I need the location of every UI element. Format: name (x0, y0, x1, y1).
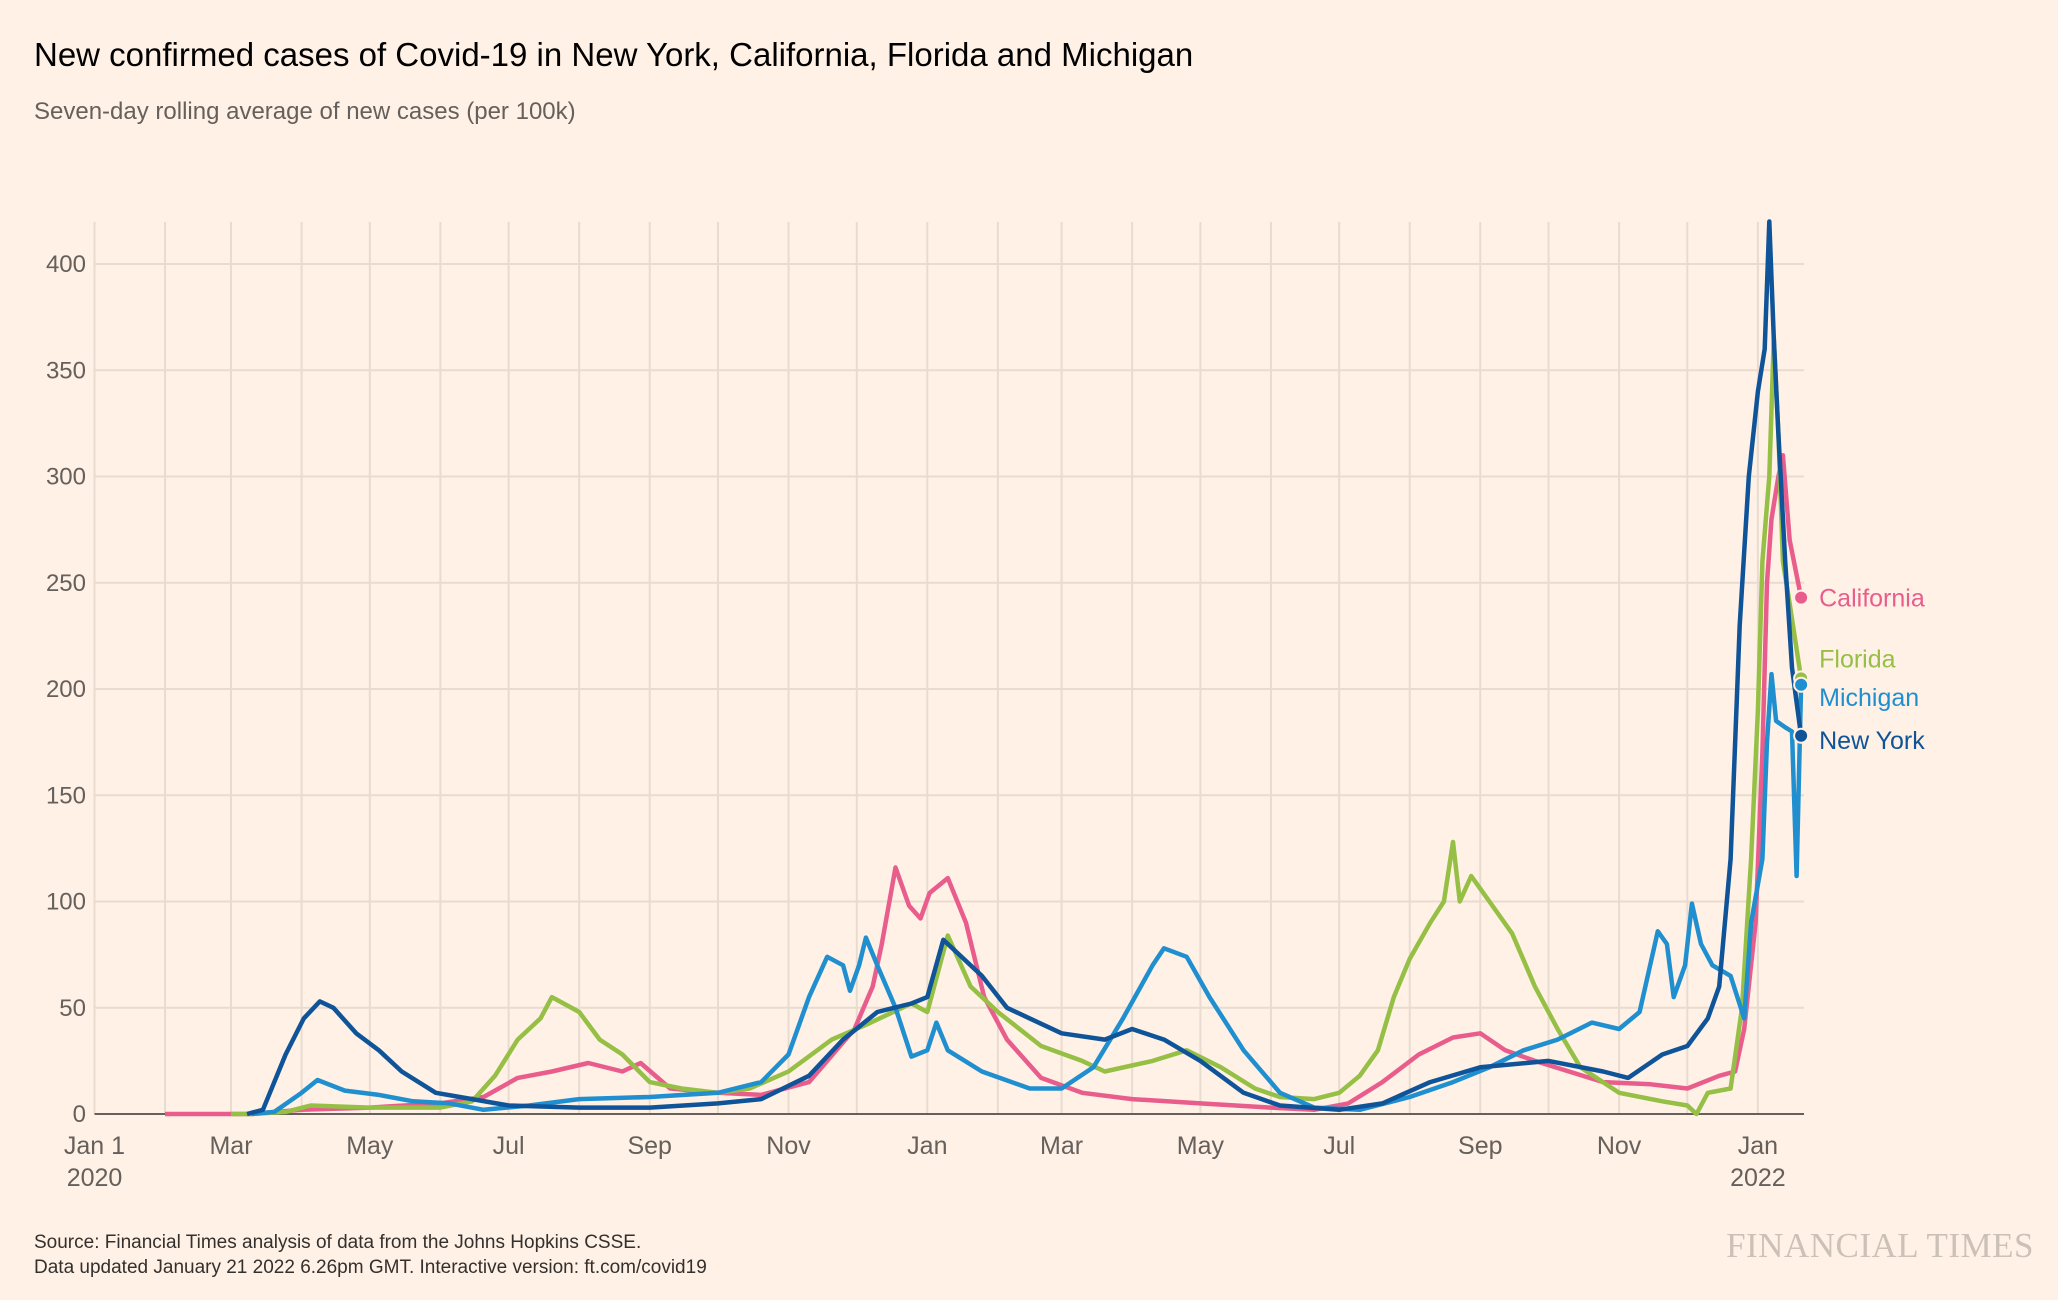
x-tick-label: May (346, 1132, 394, 1160)
x-tick-label: Jan (1738, 1132, 1778, 1160)
x-tick-label: Sep (1458, 1132, 1502, 1160)
x-tick-label: Nov (766, 1132, 811, 1160)
ft-logo: FINANCIAL TIMES (1726, 1226, 2034, 1265)
series-label-michigan: Michigan (1819, 684, 1919, 712)
series-line-michigan (251, 671, 1804, 1117)
series-label-new-york: New York (1819, 727, 1925, 755)
x-tick-label: Mar (1040, 1132, 1083, 1160)
y-tick-label: 350 (46, 357, 86, 384)
x-tick-year-label: 2022 (1730, 1164, 1786, 1192)
x-tick-label: Jul (493, 1132, 525, 1160)
chart-title: New confirmed cases of Covid-19 in New Y… (34, 36, 1194, 73)
end-marker-michigan (1793, 676, 1810, 693)
y-tick-label: 200 (46, 676, 86, 703)
x-tick-label: Sep (627, 1132, 671, 1160)
series-line-new-york (246, 219, 1804, 1117)
chart-subtitle: Seven-day rolling average of new cases (… (34, 98, 576, 125)
y-tick-label: 300 (46, 464, 86, 491)
end-marker-new-york (1793, 727, 1810, 744)
x-tick-year-label: 2020 (67, 1164, 123, 1192)
x-tick-label: Jan (907, 1132, 947, 1160)
series-label-florida: Florida (1819, 645, 1896, 673)
y-tick-label: 400 (46, 251, 86, 278)
x-tick-label: Jul (1323, 1132, 1355, 1160)
y-tick-label: 100 (46, 889, 86, 916)
y-tick-label: 250 (46, 570, 86, 597)
series-line-florida (231, 336, 1804, 1117)
series-label-california: California (1819, 585, 1925, 613)
y-tick-label: 0 (73, 1101, 86, 1128)
source-note: Source: Financial Times analysis of data… (34, 1232, 642, 1253)
x-tick-label: Nov (1597, 1132, 1642, 1160)
end-marker-california (1793, 589, 1810, 606)
y-tick-label: 150 (46, 782, 86, 809)
y-tick-label: 50 (59, 995, 86, 1022)
x-tick-label: May (1177, 1132, 1225, 1160)
x-tick-label: Mar (209, 1132, 252, 1160)
x-tick-label: Jan 1 (64, 1132, 125, 1160)
series-line-california (165, 453, 1804, 1117)
update-note: Data updated January 21 2022 6.26pm GMT.… (34, 1257, 707, 1278)
